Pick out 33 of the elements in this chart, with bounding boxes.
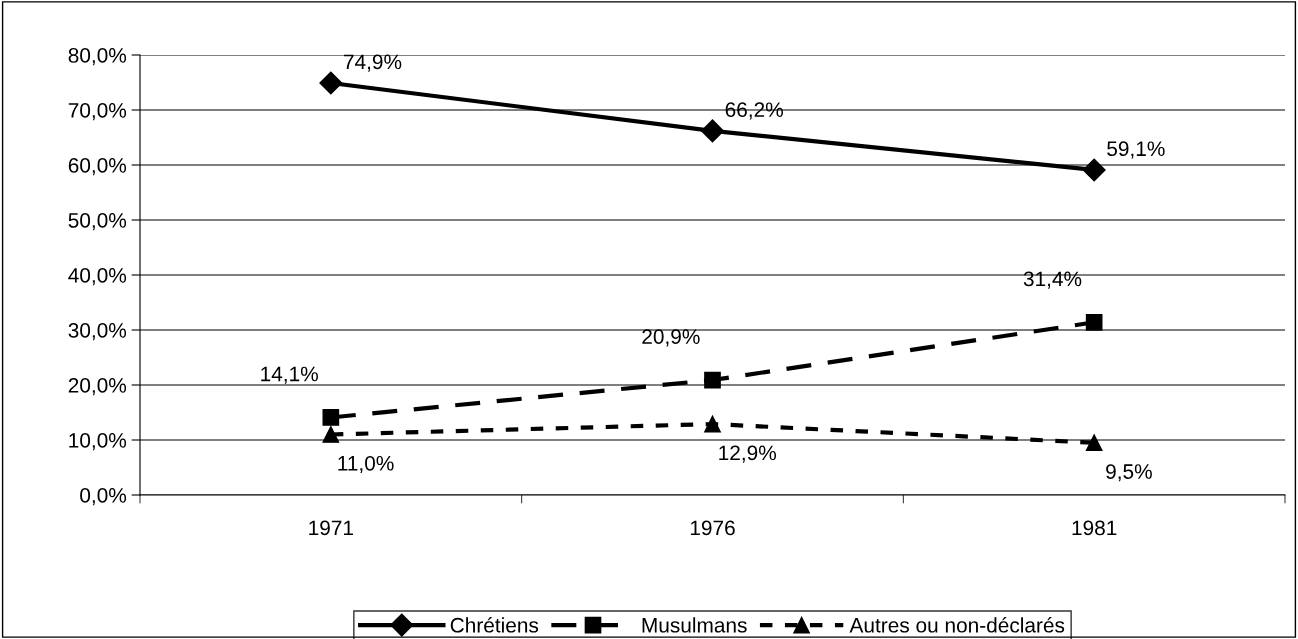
point — [1085, 313, 1103, 331]
point — [319, 71, 343, 95]
data-label: 14,1% — [261, 366, 318, 384]
data-label: 9,5% — [1106, 464, 1152, 482]
y-tick-label: 60,0% — [68, 158, 127, 176]
point — [1082, 158, 1106, 182]
y-tick-label: 40,0% — [68, 268, 127, 286]
y-tick-label: 50,0% — [68, 213, 127, 231]
data-label: 66,2% — [725, 102, 783, 120]
legend-label: Chrétiens — [450, 617, 539, 633]
y-tick-label: 20,0% — [68, 378, 127, 396]
y-tick-label: 70,0% — [68, 103, 127, 121]
legend-label: Autres ou non-déclarés — [849, 617, 1065, 633]
data-label: 20,9% — [642, 329, 700, 347]
point — [701, 119, 724, 143]
point — [704, 371, 721, 389]
y-tick-label: 30,0% — [68, 323, 127, 341]
data-label: 11,0% — [338, 455, 394, 474]
y-tick-label: 80,0% — [68, 48, 127, 66]
legend-label: Musulmans — [642, 617, 747, 633]
point — [322, 409, 340, 426]
data-label: 59,1% — [1107, 141, 1165, 159]
y-tick-label: 0,0% — [80, 488, 127, 506]
data-label: 12,9% — [719, 445, 777, 463]
data-label: 74,9% — [344, 54, 402, 72]
point — [1085, 434, 1103, 452]
y-tick-label: 10,0% — [69, 433, 127, 451]
data-label: 31,4% — [1023, 271, 1082, 289]
point — [704, 415, 721, 433]
point — [322, 426, 340, 443]
x-tick-label: 1981 — [1072, 520, 1117, 536]
x-tick-label: 1971 — [309, 520, 353, 536]
x-tick-label: 1976 — [690, 520, 735, 536]
